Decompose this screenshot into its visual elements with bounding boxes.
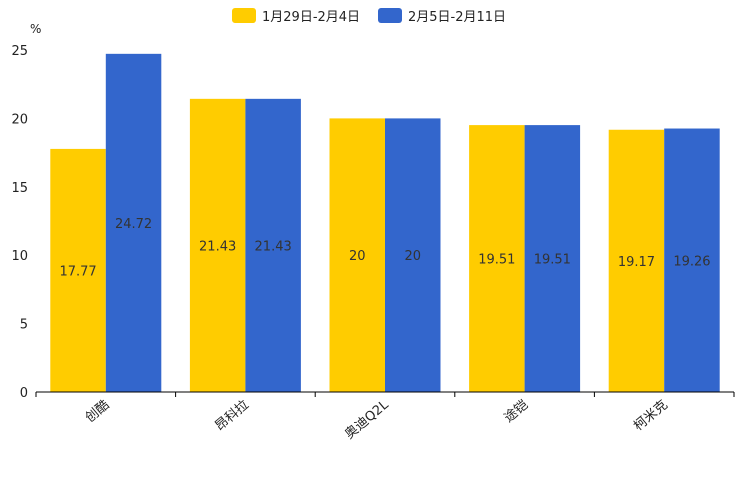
data-label: 17.77: [59, 264, 96, 279]
bar-week2-1: [245, 98, 301, 393]
y-tick-label: 5: [20, 318, 28, 333]
bar-week1-3: [469, 125, 525, 392]
bar-week2-2: [385, 118, 441, 393]
data-label: 19.51: [478, 253, 515, 268]
y-tick-label: 10: [11, 249, 28, 264]
bar-week2-3: [524, 125, 581, 392]
y-tick-label: 25: [11, 44, 28, 59]
legend: 1月29日-2月4日 2月5日-2月11日: [232, 8, 506, 25]
bars: 17.77 24.72 21.43 21.43 20 20 19.51 19.51 19.17 1…: [50, 53, 720, 393]
x-tick-label: 途铠: [501, 397, 531, 426]
bar-week1-0: [50, 148, 106, 392]
x-tick-label: 柯米克: [631, 398, 671, 435]
x-tick-label: 昂科拉: [212, 398, 252, 435]
data-label: 24.72: [115, 217, 152, 232]
bar-week1-1: [189, 98, 246, 393]
legend-swatch-week2: [378, 8, 402, 23]
x-axis: 创酷 昂科拉 奥迪Q2L 途铠 柯米克: [35, 391, 735, 442]
data-label: 20: [349, 249, 366, 264]
data-label: 19.51: [534, 253, 571, 268]
bar-week2-4: [664, 128, 720, 392]
x-tick-label: 奥迪Q2L: [342, 397, 392, 442]
bar-week1-2: [329, 118, 385, 393]
bar-week2-0: [105, 53, 162, 393]
y-tick-label: 20: [11, 112, 28, 127]
data-label: 19.26: [673, 254, 710, 269]
y-tick-label: 0: [20, 386, 28, 401]
data-label: 21.43: [199, 239, 236, 254]
bar-week1-4: [608, 129, 665, 392]
data-label: 21.43: [255, 239, 292, 254]
legend-label-week1: 1月29日-2月4日: [262, 10, 360, 25]
legend-label-week2: 2月5日-2月11日: [408, 10, 506, 25]
legend-swatch-week1: [232, 8, 256, 23]
y-tick-label: 15: [11, 181, 28, 196]
data-label: 19.17: [618, 255, 655, 270]
x-tick-label: 创酷: [83, 398, 113, 426]
y-axis: 0 5 10 15 20 25: [11, 44, 28, 401]
data-label: 20: [404, 249, 421, 264]
y-axis-unit-label: %: [30, 22, 41, 36]
